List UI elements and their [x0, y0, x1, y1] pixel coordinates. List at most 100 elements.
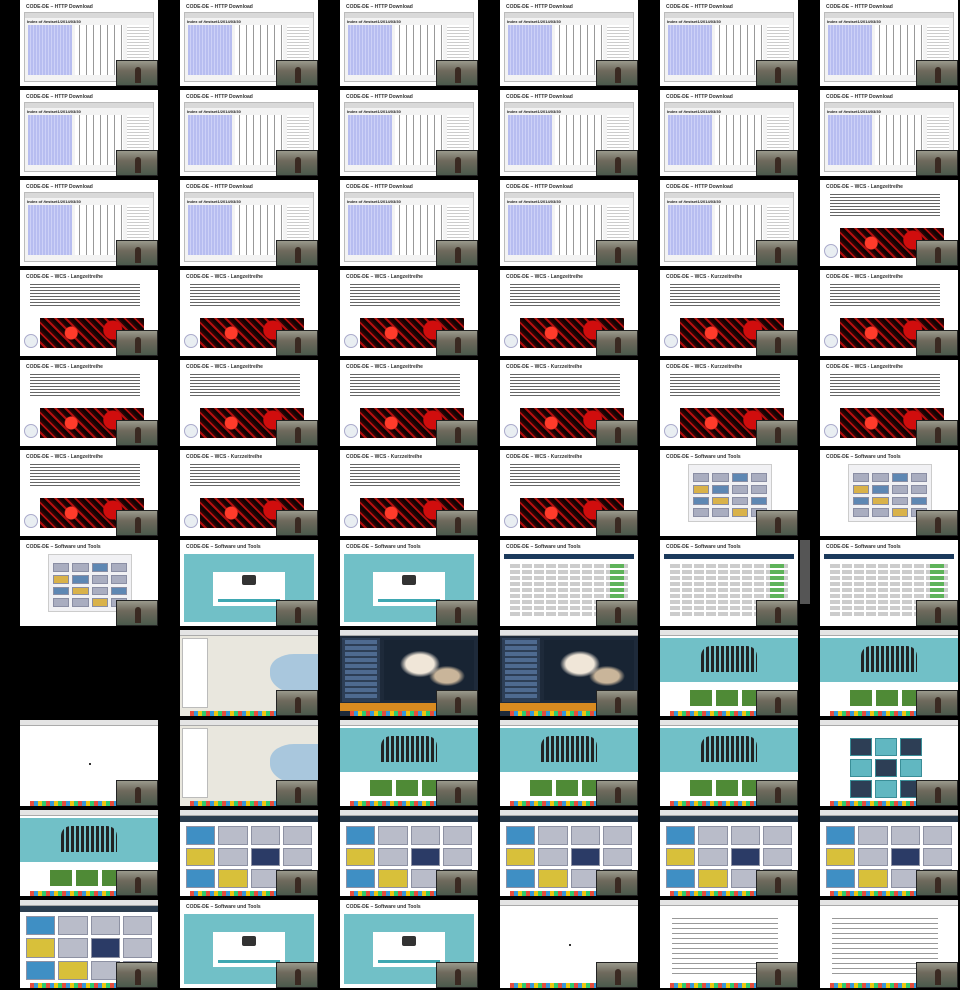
text-line	[830, 209, 940, 210]
text-line	[830, 200, 940, 201]
text-line	[350, 479, 460, 480]
file-list	[828, 25, 872, 75]
tool-tiles	[826, 826, 952, 888]
tool-tile	[712, 484, 729, 494]
tool-tile	[53, 598, 70, 607]
slide-thumbnail	[820, 900, 958, 988]
slide-thumbnail: CODE-DE – WCS - Langzeitreihe	[20, 270, 158, 356]
request-text-lines	[190, 374, 300, 398]
browser-chrome	[820, 810, 958, 816]
tool-tile	[110, 586, 127, 596]
text-line	[190, 467, 300, 468]
webcam-overlay	[916, 962, 958, 988]
map-side-panel	[182, 638, 208, 708]
featured-image	[690, 690, 712, 706]
text-line	[30, 464, 140, 465]
text-line	[830, 290, 940, 291]
webcam-overlay	[916, 330, 958, 356]
status-tag	[610, 570, 624, 574]
request-text-lines	[510, 284, 620, 308]
webcam-overlay	[916, 510, 958, 536]
macos-dock	[510, 891, 628, 896]
webcam-overlay	[596, 240, 638, 266]
tool-tile	[282, 826, 312, 845]
tool-tile	[666, 826, 696, 845]
text-line	[670, 383, 780, 384]
tool-tile	[872, 473, 889, 482]
thumbnail-title: CODE-DE – Software und Tools	[666, 454, 741, 460]
file-columns	[75, 205, 123, 255]
file-columns	[235, 115, 283, 165]
text-line	[830, 374, 940, 375]
thumbnail-title: CODE-DE – HTTP Download	[506, 184, 573, 190]
slide-thumbnail: CODE-DE – Software und Tools	[820, 450, 958, 536]
directory-listing-window: Index of /testset1/2014/03/30	[24, 192, 154, 262]
tool-tile	[891, 473, 908, 482]
thumbnail-title: CODE-DE – HTTP Download	[826, 4, 893, 10]
tool-tile	[910, 496, 927, 506]
browser-toolbar	[825, 13, 953, 18]
layer-item	[505, 670, 537, 674]
file-list	[28, 115, 72, 165]
directory-listing-window: Index of /testset1/2014/03/30	[184, 102, 314, 172]
thumbnail-title: CODE-DE – HTTP Download	[26, 4, 93, 10]
tool-tile	[693, 484, 710, 494]
layer-item	[505, 688, 537, 692]
text-line	[672, 918, 778, 919]
text-line	[30, 389, 140, 390]
catalog-page	[664, 554, 794, 622]
layer-item	[345, 676, 377, 680]
text-line	[190, 284, 300, 285]
slide-thumbnail: CODE-DE – HTTP Download Index of /testset…	[820, 90, 958, 176]
macos-dock	[190, 711, 308, 716]
code-de-logo	[344, 424, 358, 438]
browser-chrome	[340, 720, 478, 726]
code-de-logo	[504, 424, 518, 438]
tool-tile	[378, 869, 408, 888]
browser-chrome	[180, 630, 318, 636]
webcam-overlay	[116, 962, 158, 988]
status-tag	[930, 588, 944, 592]
slide-thumbnail: CODE-DE – HTTP Download Index of /testset…	[660, 180, 798, 266]
catalog-row	[670, 612, 788, 616]
text-line	[672, 973, 778, 974]
code-de-logo	[664, 334, 678, 348]
timeline-bar	[340, 703, 478, 711]
file-columns	[555, 115, 603, 165]
tool-tile	[910, 484, 927, 494]
text-line	[350, 287, 460, 288]
macos-dock	[30, 891, 148, 896]
listing-heading: Index of /testset1/2014/03/30	[667, 109, 721, 114]
layer-item	[345, 694, 377, 698]
text-line	[832, 973, 938, 974]
text-line	[30, 395, 140, 396]
text-line	[350, 467, 460, 468]
text-line	[30, 470, 140, 471]
browser-chrome	[20, 720, 158, 726]
text-line	[190, 380, 300, 381]
webcam-overlay	[276, 150, 318, 176]
file-list	[188, 205, 232, 255]
catalog-row	[830, 600, 948, 604]
cursor-dot	[569, 944, 571, 946]
request-text-lines	[670, 374, 780, 398]
tool-tile	[122, 916, 152, 936]
text-line	[670, 299, 780, 300]
tool-tile	[72, 574, 89, 584]
tool-tile	[750, 496, 767, 506]
slide-thumbnail: CODE-DE – HTTP Download Index of /testset…	[340, 0, 478, 86]
text-line	[510, 395, 620, 396]
webcam-overlay	[436, 60, 478, 86]
layer-item	[505, 658, 537, 662]
text-line	[832, 943, 938, 944]
browser-toolbar	[345, 13, 473, 18]
tool-tile	[730, 826, 760, 845]
text-line	[832, 968, 938, 969]
featured-image	[690, 780, 712, 796]
layer-item	[345, 652, 377, 656]
listing-heading: Index of /testset1/2014/03/30	[27, 19, 81, 24]
listing-heading: Index of /testset1/2014/03/30	[187, 19, 241, 24]
tool-tile	[762, 847, 792, 867]
browser-chrome	[820, 720, 958, 726]
service-icon	[850, 780, 872, 798]
